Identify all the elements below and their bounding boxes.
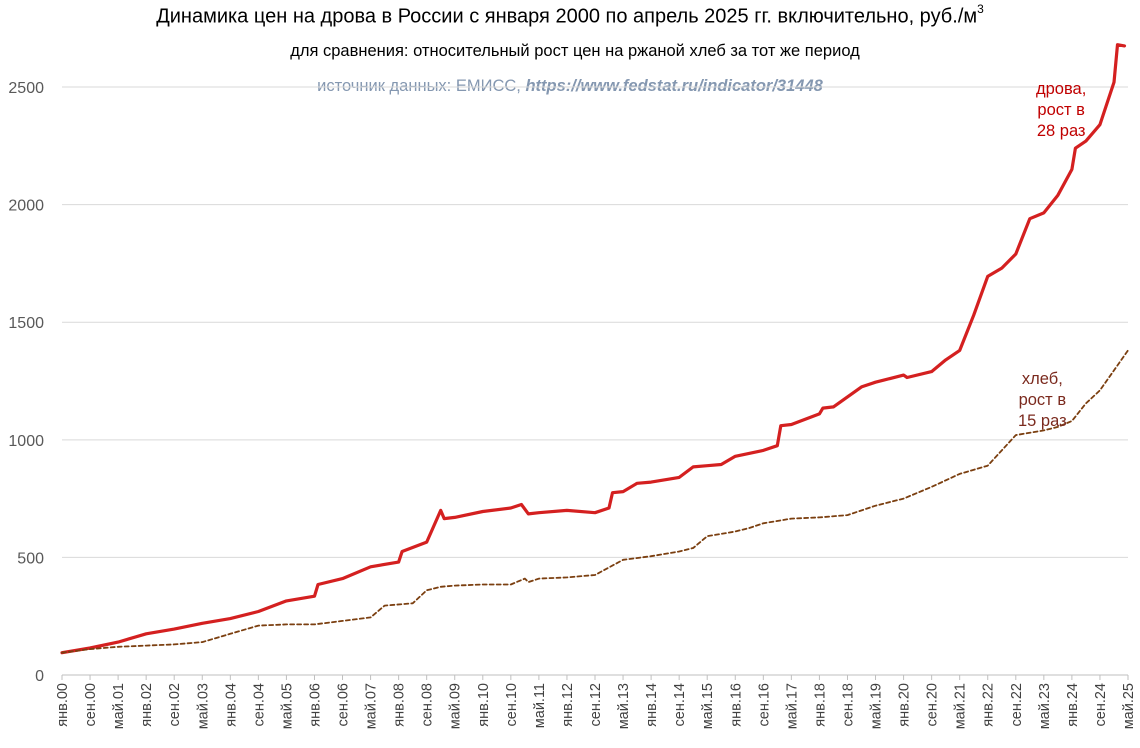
x-tick-label: янв.04	[223, 683, 239, 727]
data-source-url: https://www.fedstat.ru/indicator/31448	[525, 77, 823, 95]
x-tick-label: сен.02	[167, 683, 183, 726]
x-tick-label: май.11	[532, 683, 548, 728]
x-tick-label: май.21	[953, 683, 969, 729]
x-tick-label: сен.06	[336, 683, 352, 726]
data-series	[60, 43, 1129, 655]
x-tick-label: янв.14	[644, 683, 660, 727]
y-tick-label: 500	[17, 550, 44, 567]
x-tick-label: янв.10	[476, 683, 492, 727]
chart-title: Динамика цен на дрова в России с января …	[156, 2, 984, 28]
y-tick-label: 2000	[8, 198, 44, 215]
x-tick-label: янв.12	[560, 683, 576, 727]
chart-title-superscript: 3	[977, 2, 984, 16]
x-tick-label: янв.06	[307, 683, 323, 727]
x-tick-label: сен.22	[1009, 683, 1025, 726]
x-tick-label: янв.22	[981, 683, 997, 727]
y-tick-label: 1000	[8, 433, 44, 450]
x-tick-label: сен.14	[672, 683, 688, 726]
x-tick-label: янв.18	[812, 683, 828, 727]
data-source: источник данных: ЕМИСС, https://www.feds…	[0, 77, 1140, 96]
y-axis-tick-labels: 0 500 1000 1500 2000 2500	[8, 80, 44, 685]
x-tick-label: май.05	[279, 683, 295, 729]
x-tick-label: май.13	[616, 683, 632, 729]
x-tick-label: май.19	[869, 683, 885, 729]
y-tick-label: 1500	[8, 315, 44, 332]
x-tick-label: май.01	[111, 683, 127, 729]
x-tick-label: янв.00	[55, 683, 71, 727]
x-tick-label: янв.24	[1065, 683, 1081, 727]
x-tick-label: сен.20	[925, 683, 941, 726]
x-tick-label: май.03	[195, 683, 211, 729]
x-tick-label: сен.12	[588, 683, 604, 726]
x-tick-label: май.07	[364, 683, 380, 729]
annotation-hleb: хлеб, рост в 15 раз	[1018, 370, 1067, 430]
x-tick-label: сен.18	[840, 683, 856, 726]
x-tick-label: май.17	[784, 683, 800, 729]
series-line-drova	[60, 43, 1127, 655]
series-line-hleb	[61, 349, 1129, 654]
x-tick-label: сен.24	[1093, 683, 1109, 726]
y-tick-label: 2500	[8, 80, 44, 97]
x-tick-label: сен.08	[420, 683, 436, 726]
x-axis-tick-labels: янв.00 сен.00 май.01 янв.02 сен.02 май.03 янв.…	[55, 675, 1137, 729]
x-tick-label: май.23	[1037, 683, 1053, 729]
data-source-prefix: источник данных: ЕМИСС,	[317, 77, 526, 95]
x-tick-label: янв.08	[392, 683, 408, 727]
x-tick-label: сен.04	[251, 683, 267, 726]
x-tick-label: май.15	[700, 683, 716, 729]
x-tick-label: янв.02	[139, 683, 155, 727]
gridlines	[62, 86, 1128, 676]
x-tick-label: сен.16	[756, 683, 772, 726]
x-tick-label: сен.10	[504, 683, 520, 726]
x-tick-label: янв.20	[897, 683, 913, 727]
x-tick-label: май.25	[1121, 683, 1137, 729]
x-tick-label: май.09	[448, 683, 464, 729]
chart-subtitle: для сравнения: относительный рост цен на…	[290, 42, 860, 60]
annotation-drova: дрова, рост в 28 раз	[1036, 80, 1087, 140]
y-tick-label: 0	[35, 668, 44, 685]
x-tick-label: янв.16	[728, 683, 744, 727]
x-tick-label: сен.00	[83, 683, 99, 726]
